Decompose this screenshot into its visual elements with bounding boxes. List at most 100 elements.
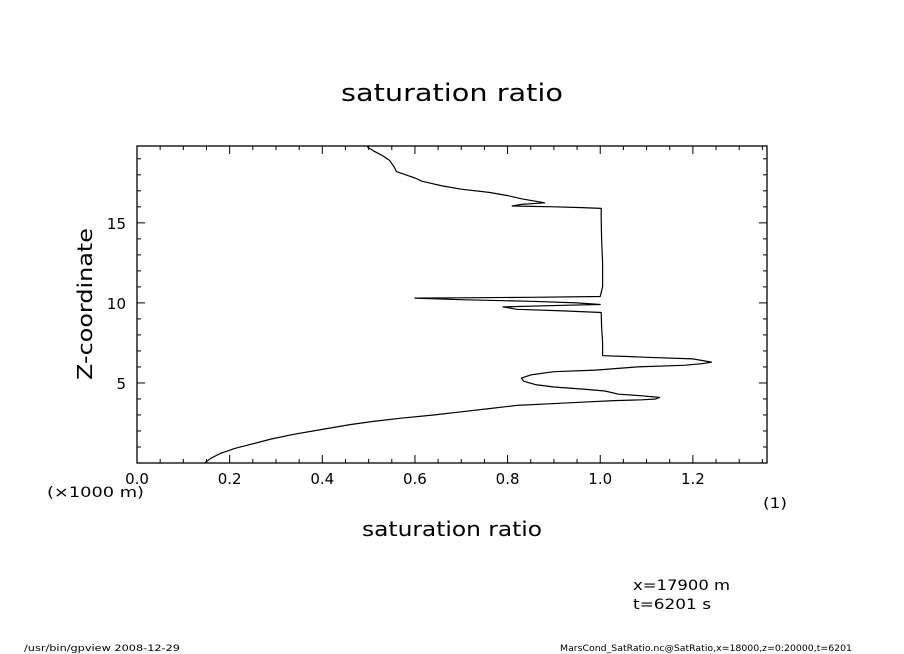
data-point (503, 306, 504, 307)
y-tick-label: 10 (107, 295, 126, 313)
data-point (530, 301, 531, 302)
data-point (530, 297, 531, 298)
data-point (601, 312, 602, 313)
y-tick-labels: 5 10 15 (107, 215, 126, 393)
y-tick-label: 15 (107, 215, 126, 233)
data-point (563, 305, 564, 306)
y-axis-label: Z-coordinate (73, 228, 97, 380)
y-axis-unit: (×1000 m) (47, 485, 144, 501)
data-point (637, 366, 638, 367)
x-axis-unit: (1) (763, 496, 787, 512)
data-point (553, 387, 554, 388)
data-point (350, 424, 351, 425)
data-point (421, 181, 422, 182)
data-point (294, 434, 295, 435)
data-point (600, 296, 601, 297)
data-point (601, 219, 602, 220)
data-point (521, 198, 522, 199)
data-point (641, 399, 642, 400)
data-point (461, 297, 462, 298)
data-point (461, 189, 462, 190)
data-point (523, 381, 524, 382)
data-point (563, 310, 564, 311)
data-point (602, 262, 603, 263)
data-point (646, 357, 647, 358)
data-point (220, 453, 221, 454)
data-point (659, 397, 660, 398)
y-tick-label: 5 (116, 375, 126, 393)
data-point (489, 408, 490, 409)
data-point (604, 391, 605, 392)
data-point (549, 403, 550, 404)
data-point (373, 421, 374, 422)
data-point (600, 304, 601, 305)
x-tick-label: 0.0 (125, 470, 149, 488)
data-point (382, 155, 383, 156)
data-point (507, 195, 508, 196)
data-point (234, 448, 235, 449)
data-point (530, 374, 531, 375)
chart-title: saturation ratio (341, 79, 563, 107)
data-point (414, 178, 415, 179)
data-point (461, 299, 462, 300)
data-point (614, 400, 615, 401)
axis-ticks (136, 146, 767, 463)
data-point (602, 355, 603, 356)
data-point (367, 146, 368, 147)
data-point (544, 202, 545, 203)
data-point (581, 402, 582, 403)
data-point (581, 207, 582, 208)
x-axis-label: saturation ratio (362, 517, 542, 541)
data-point (252, 443, 253, 444)
data-point (204, 463, 205, 464)
x-tick-label: 1.0 (588, 470, 612, 488)
data-point (683, 365, 684, 366)
data-point (489, 192, 490, 193)
data-point (401, 418, 402, 419)
x-tick-label: 0.4 (310, 470, 334, 488)
data-point (535, 384, 536, 385)
time-label: t=6201 s (633, 597, 711, 613)
data-point (602, 342, 603, 343)
data-point (322, 429, 323, 430)
data-point (394, 166, 395, 167)
data-point (396, 171, 397, 172)
data-point (516, 309, 517, 310)
data-point (601, 326, 602, 327)
data-point (442, 186, 443, 187)
data-point (428, 182, 429, 183)
data-point (692, 358, 693, 359)
data-point (405, 174, 406, 175)
data-point (655, 399, 656, 400)
data-point (602, 286, 603, 287)
data-point (389, 160, 390, 161)
data-point (461, 411, 462, 412)
data-point (702, 363, 703, 364)
data-point (512, 206, 513, 207)
x-tick-label: 1.2 (681, 470, 705, 488)
data-point (433, 415, 434, 416)
data-point (521, 378, 522, 379)
series-line-saturation-ratio (204, 146, 712, 464)
plot-frame (136, 145, 768, 464)
x-tick-label: 0.8 (496, 470, 520, 488)
data-point (211, 458, 212, 459)
data-point (577, 302, 578, 303)
x-position-label: x=17900 m (633, 578, 730, 594)
data-point (601, 238, 602, 239)
footer-left-text: /usr/bin/gpview 2008-12-29 (24, 644, 180, 654)
x-tick-labels: 0.0 0.2 0.4 0.6 0.8 1.0 1.2 (125, 470, 705, 488)
data-point (373, 150, 374, 151)
data-point (521, 204, 522, 205)
series-points (204, 146, 712, 463)
x-tick-label: 0.2 (218, 470, 242, 488)
footer-right-text: MarsCond_SatRatio.nc@SatRatio,x=18000,z=… (560, 644, 852, 654)
data-point (516, 405, 517, 406)
data-point (535, 201, 536, 202)
data-point (271, 439, 272, 440)
data-point (553, 206, 554, 207)
data-point (414, 298, 415, 299)
data-point (595, 370, 596, 371)
data-point (711, 362, 712, 363)
